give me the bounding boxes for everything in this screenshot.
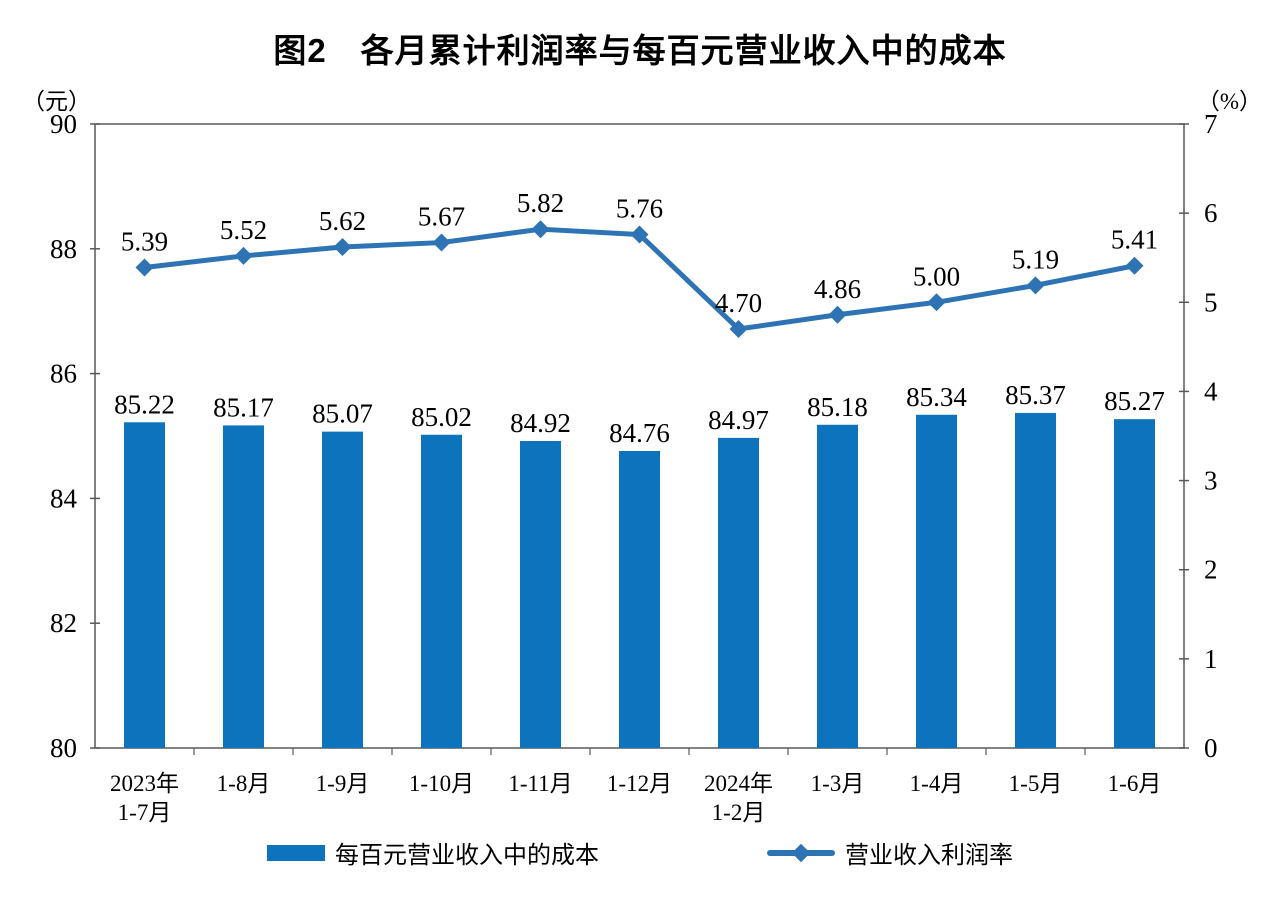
x-axis-label: 1-8月 bbox=[217, 771, 271, 796]
line-marker-diamond bbox=[729, 320, 748, 339]
line-legend-swatch-icon bbox=[767, 843, 835, 862]
line-marker-diamond bbox=[234, 246, 253, 265]
line-marker-diamond bbox=[927, 293, 946, 312]
line-value-label: 5.52 bbox=[220, 215, 267, 245]
bar-value-label: 85.18 bbox=[807, 392, 868, 422]
bar bbox=[817, 424, 858, 748]
profit-rate-line bbox=[142, 226, 1137, 332]
x-axis-label: 2024年 1-2月 bbox=[704, 771, 773, 825]
legend-label-profit-rate: 营业收入利润率 bbox=[845, 843, 1013, 869]
line-value-label: 5.19 bbox=[1012, 244, 1059, 274]
line-marker-diamond bbox=[135, 258, 154, 277]
line-value-label: 5.76 bbox=[616, 194, 663, 224]
line-marker-diamond bbox=[1125, 256, 1144, 275]
bar-legend-swatch-icon bbox=[267, 844, 325, 861]
y-axis-left-tick-label: 80 bbox=[50, 733, 77, 763]
bar-value-label: 85.07 bbox=[312, 399, 373, 429]
bar bbox=[718, 437, 759, 748]
x-axis-label: 1-12月 bbox=[607, 771, 672, 796]
bar-value-label: 85.27 bbox=[1104, 386, 1165, 416]
y-axis-right-tick-label: 4 bbox=[1204, 376, 1218, 406]
line-value-label: 4.70 bbox=[715, 288, 762, 318]
chart-title: 图2 各月累计利润率与每百元营业收入中的成本 bbox=[273, 32, 1007, 69]
y-axis-right-tick-label: 3 bbox=[1204, 466, 1218, 496]
bar-value-label: 85.17 bbox=[213, 392, 274, 422]
y-axis-left-tick-label: 90 bbox=[50, 109, 77, 139]
y-axis-right-tick-label: 2 bbox=[1204, 555, 1218, 585]
line-marker-diamond bbox=[333, 238, 352, 257]
line-value-label: 5.67 bbox=[418, 202, 465, 232]
line-value-label: 5.62 bbox=[319, 206, 366, 236]
y-axis-left-tick-label: 88 bbox=[50, 234, 77, 264]
bar bbox=[520, 440, 561, 748]
legend: 每百元营业收入中的成本 营业收入利润率 bbox=[0, 835, 1280, 870]
bar-value-label: 84.76 bbox=[609, 418, 670, 448]
legend-item-cost: 每百元营业收入中的成本 bbox=[267, 835, 599, 870]
y-axis-left-tick-label: 86 bbox=[50, 359, 77, 389]
bar-value-label: 84.97 bbox=[708, 405, 769, 435]
bar-value-label: 85.34 bbox=[906, 382, 967, 412]
y-axis-right-tick-label: 7 bbox=[1204, 109, 1218, 139]
bar bbox=[1114, 419, 1155, 748]
line-marker-diamond bbox=[1026, 276, 1045, 295]
y-axis-right-tick-label: 6 bbox=[1204, 198, 1218, 228]
bar-value-label: 85.37 bbox=[1005, 380, 1066, 410]
right-axis-unit-label: （%） bbox=[1196, 89, 1262, 114]
x-axis-label: 1-3月 bbox=[811, 771, 865, 796]
legend-label-cost: 每百元营业收入中的成本 bbox=[335, 843, 599, 869]
line-marker-diamond bbox=[531, 220, 550, 239]
line-value-label: 5.41 bbox=[1111, 225, 1158, 255]
bar bbox=[1015, 412, 1056, 748]
line-marker-diamond bbox=[432, 233, 451, 252]
bar bbox=[619, 450, 660, 748]
bar bbox=[421, 434, 462, 748]
line-value-label: 4.86 bbox=[814, 274, 861, 304]
y-axis-left-tick-label: 84 bbox=[50, 483, 78, 513]
y-axis-right-tick-label: 0 bbox=[1204, 733, 1218, 763]
y-axis-right-tick-label: 5 bbox=[1204, 287, 1218, 317]
x-axis-label: 1-9月 bbox=[316, 771, 370, 796]
x-axis-label: 1-5月 bbox=[1009, 771, 1063, 796]
bar-value-label: 84.92 bbox=[510, 408, 571, 438]
diamond-marker-icon bbox=[791, 843, 811, 862]
bar bbox=[916, 414, 957, 748]
x-axis-label: 1-6月 bbox=[1108, 771, 1162, 796]
line-value-label: 5.82 bbox=[517, 188, 564, 218]
line-marker-diamond bbox=[828, 305, 847, 324]
bar-value-label: 85.22 bbox=[114, 389, 175, 419]
x-axis-label: 2023年 1-7月 bbox=[110, 771, 179, 825]
bar bbox=[322, 431, 363, 748]
x-axis-label: 1-10月 bbox=[409, 771, 474, 796]
line-marker-diamond bbox=[630, 225, 649, 244]
x-axis-label: 1-4月 bbox=[910, 771, 964, 796]
bar-value-label: 85.02 bbox=[411, 402, 472, 432]
x-axis-label: 1-11月 bbox=[508, 771, 572, 796]
bar bbox=[124, 422, 165, 748]
left-axis-unit-label: （元） bbox=[22, 89, 91, 114]
y-axis-left-tick-label: 82 bbox=[50, 608, 77, 638]
line-value-label: 5.00 bbox=[913, 261, 960, 291]
line-value-label: 5.39 bbox=[121, 227, 168, 257]
legend-item-profit-rate: 营业收入利润率 bbox=[767, 835, 1013, 870]
bar bbox=[223, 425, 264, 748]
y-axis-right-tick-label: 1 bbox=[1204, 644, 1218, 674]
